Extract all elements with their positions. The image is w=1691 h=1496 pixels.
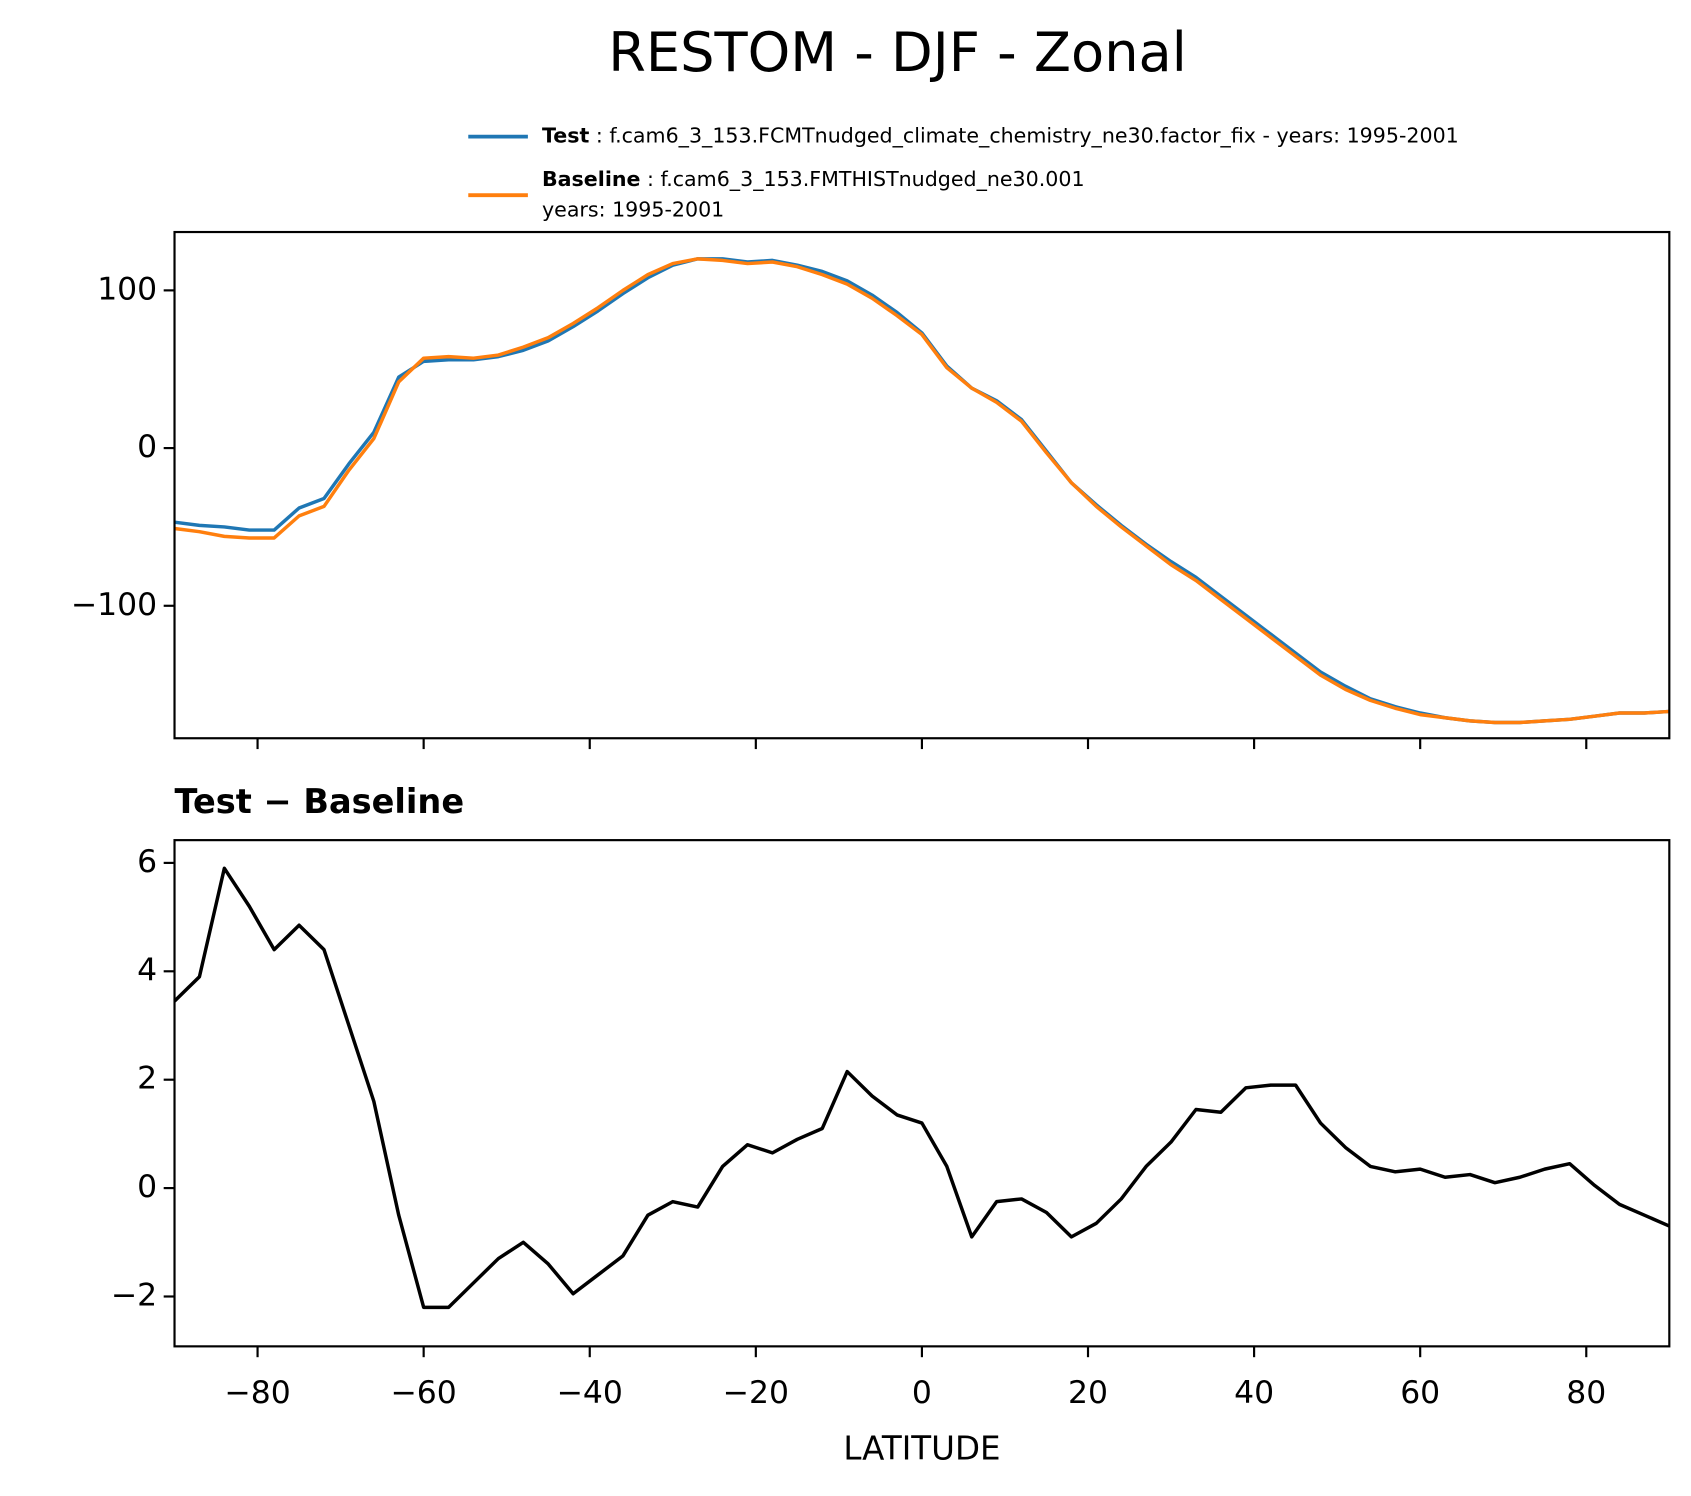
axes-frame bbox=[173, 230, 1671, 740]
y-tick-label: 4 bbox=[137, 952, 157, 988]
x-tick-label: −80 bbox=[224, 1375, 290, 1411]
y-tick-label: 0 bbox=[137, 1169, 157, 1205]
series-line bbox=[174, 257, 1670, 725]
x-tick-label: 60 bbox=[1400, 1375, 1440, 1411]
axes-frame bbox=[173, 839, 1671, 1348]
series-line bbox=[174, 257, 1670, 725]
y-tick-label: −2 bbox=[111, 1277, 157, 1313]
x-tick-label: 80 bbox=[1566, 1375, 1606, 1411]
x-tick-label: −40 bbox=[557, 1375, 623, 1411]
legend-name: Baseline bbox=[542, 167, 641, 191]
subplot-title: Test − Baseline bbox=[175, 782, 465, 821]
x-tick-label: 40 bbox=[1234, 1375, 1274, 1411]
y-tick-label: 6 bbox=[137, 844, 157, 880]
y-tick-label: 2 bbox=[137, 1061, 157, 1097]
legend-description: : f.cam6_3_153.FMTHISTnudged_ne30.001 bbox=[647, 167, 1085, 192]
series-line bbox=[173, 866, 1671, 1310]
y-tick-label: 0 bbox=[137, 429, 157, 465]
x-axis-label: LATITUDE bbox=[843, 1429, 1000, 1467]
legend-name: Test bbox=[542, 124, 590, 148]
x-tick-label: 0 bbox=[912, 1375, 932, 1411]
x-tick-label: −60 bbox=[390, 1375, 456, 1411]
legend-description: years: 1995-2001 bbox=[542, 197, 724, 221]
x-tick-label: 20 bbox=[1068, 1375, 1108, 1411]
y-tick-label: 100 bbox=[97, 271, 157, 307]
y-tick-label: −100 bbox=[71, 587, 157, 623]
legend-description: : f.cam6_3_153.FCMTnudged_climate_chemis… bbox=[596, 124, 1459, 149]
figure-title: RESTOM - DJF - Zonal bbox=[608, 21, 1187, 84]
x-tick-label: −20 bbox=[723, 1375, 789, 1411]
